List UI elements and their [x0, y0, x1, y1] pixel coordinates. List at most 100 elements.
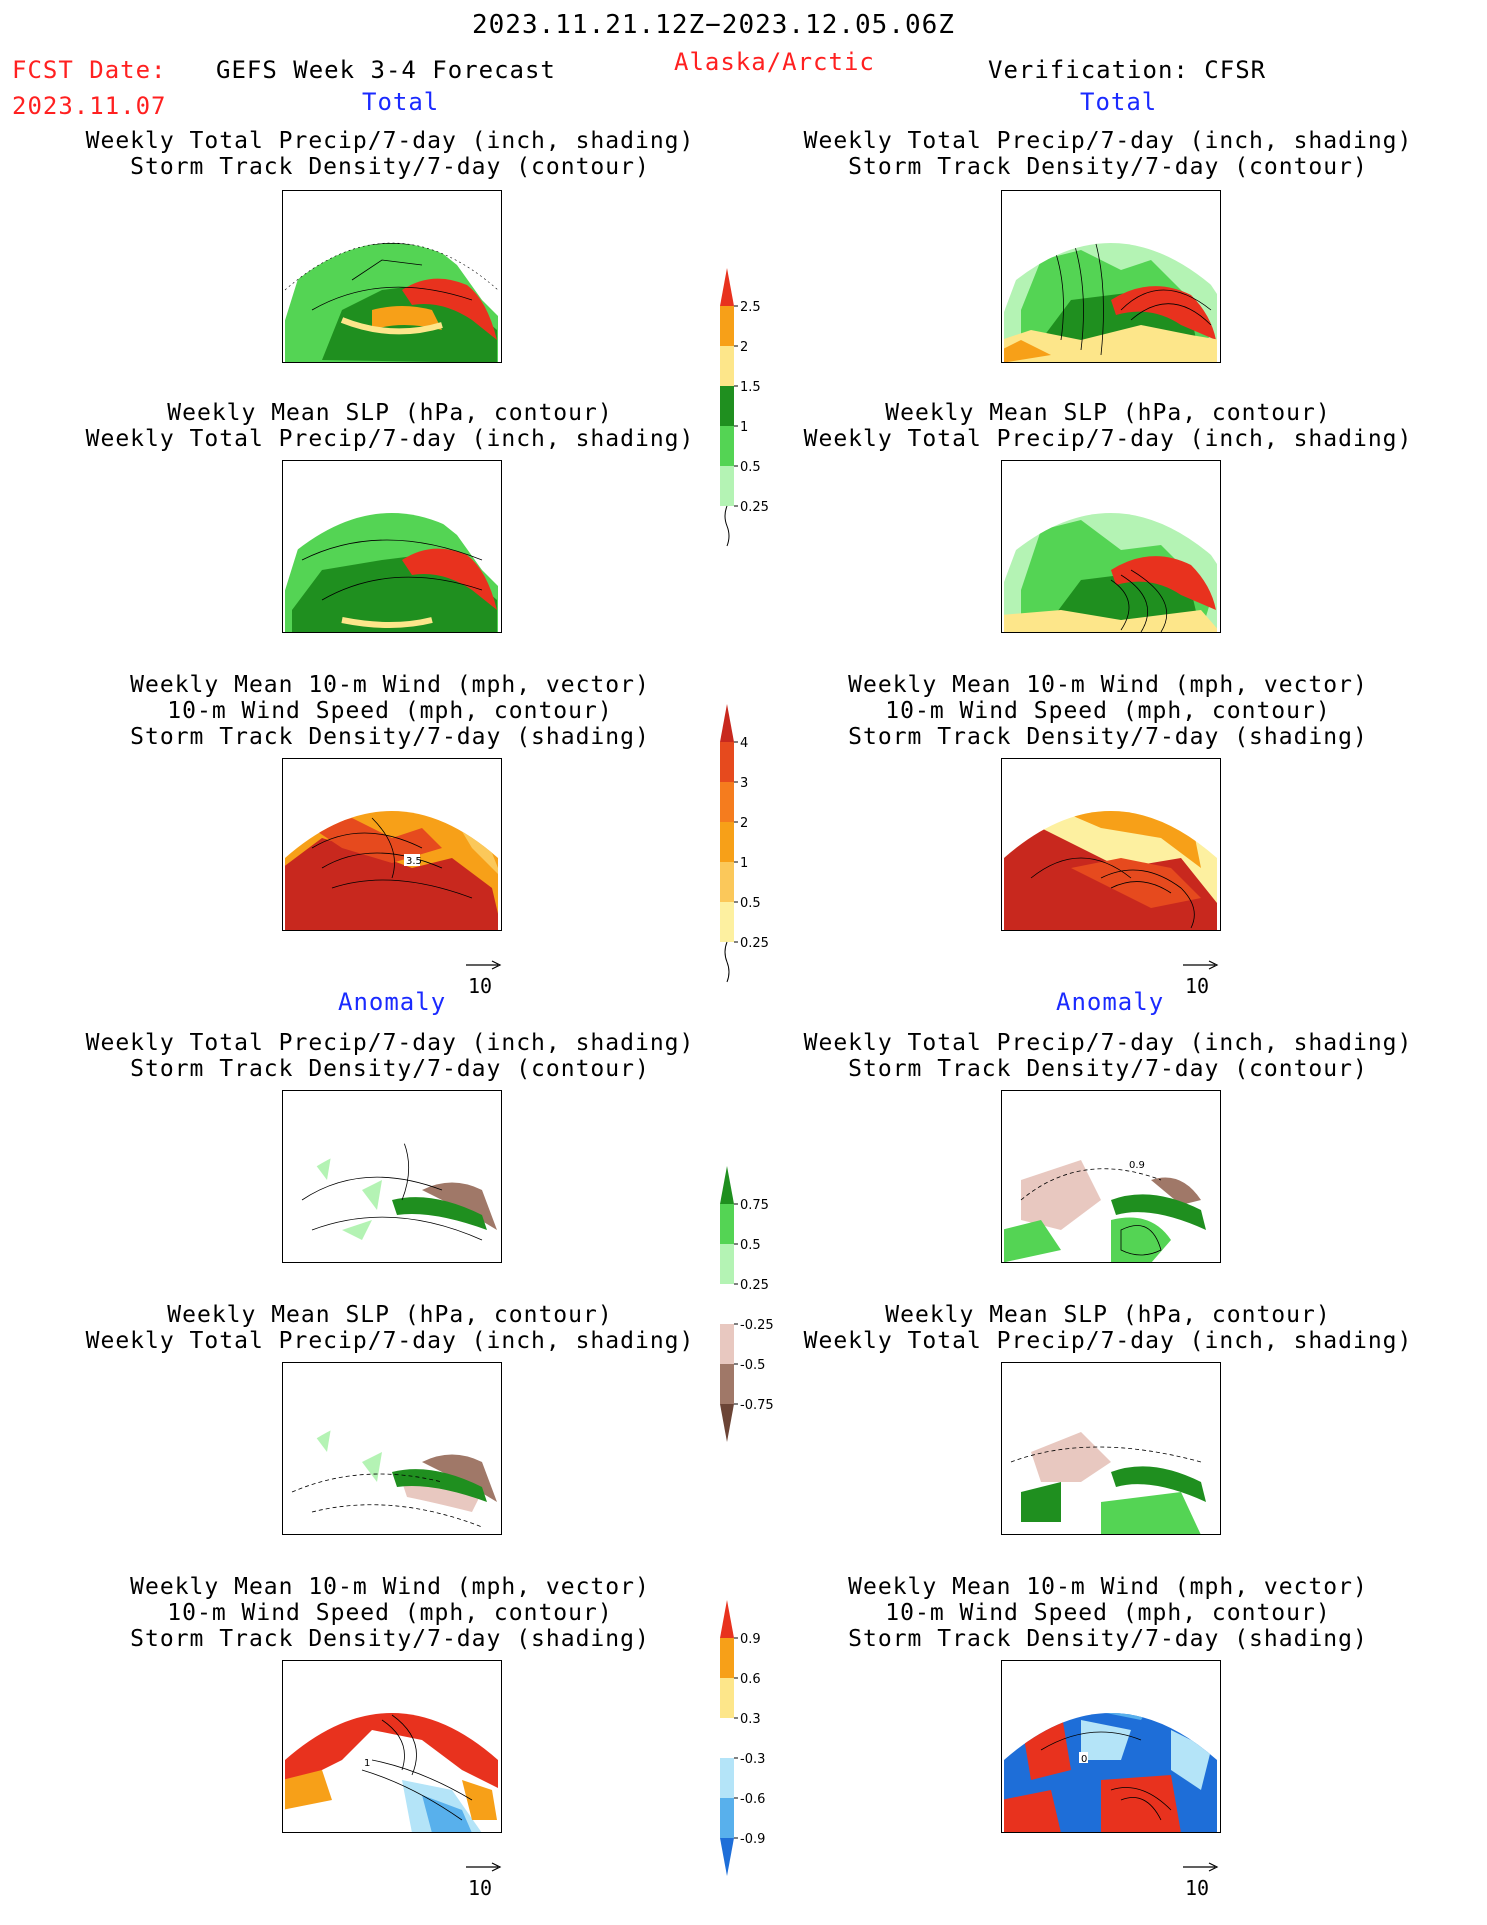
- label-0-9: 0.9: [1129, 1160, 1145, 1171]
- ref-vector-label: 10: [1185, 1876, 1210, 1900]
- section-total-right: Total: [1080, 88, 1158, 116]
- title-line: Weekly Mean SLP (hPa, contour): [167, 400, 613, 426]
- title-r1: Weekly Total Precip/7-day (inch, shading…: [748, 128, 1468, 180]
- title-r2: Weekly Mean SLP (hPa, contour) Weekly Tot…: [748, 400, 1468, 452]
- title-line: Weekly Total Precip/7-day (inch, shading…: [85, 1030, 695, 1056]
- ref-vector-label: 10: [468, 1876, 493, 1900]
- map-panel-l1: [282, 190, 502, 363]
- colorbar-swatch: [720, 822, 734, 862]
- colorbar-swatch: [720, 346, 734, 386]
- colorbar-label: -0.5: [740, 1358, 765, 1373]
- title-line: Storm Track Density/7-day (contour): [848, 1056, 1368, 1082]
- colorbar-swatch: [720, 1838, 734, 1876]
- colorbar-label: 0.9: [740, 1632, 761, 1647]
- map-panel-l2: [282, 460, 502, 633]
- title-line: 10-m Wind Speed (mph, contour): [167, 1600, 613, 1626]
- map-panel-r1: [1001, 190, 1221, 363]
- map-panel-r4: 0.9: [1001, 1090, 1221, 1263]
- title-l4: Weekly Total Precip/7-day (inch, shading…: [30, 1030, 750, 1082]
- title-l5: Weekly Mean SLP (hPa, contour) Weekly Tot…: [30, 1302, 750, 1354]
- map-panel-l5: [282, 1362, 502, 1535]
- colorbar-label: -0.3: [740, 1752, 765, 1767]
- map-panel-r3: [1001, 758, 1221, 931]
- date-range: 2023.11.21.12Z−2023.12.05.06Z: [472, 10, 955, 40]
- colorbar-label: 0.5: [740, 1238, 761, 1253]
- label-0: 0: [1081, 1754, 1087, 1765]
- title-line: Weekly Total Precip/7-day (inch, shading…: [803, 426, 1413, 452]
- title-line: Weekly Total Precip/7-day (inch, shading…: [85, 128, 695, 154]
- colorbar-swatch: [720, 1324, 734, 1364]
- colorbar-swatch: [720, 1284, 734, 1324]
- title-line: Weekly Mean 10-m Wind (mph, vector): [848, 1574, 1368, 1600]
- colorbar-swatch: [720, 1758, 734, 1798]
- arrow-icon: [1183, 960, 1219, 970]
- title-line: Storm Track Density/7-day (contour): [848, 154, 1368, 180]
- title-line: Weekly Mean 10-m Wind (mph, vector): [130, 1574, 650, 1600]
- title-line: Weekly Total Precip/7-day (inch, shading…: [803, 1030, 1413, 1056]
- title-line: Weekly Total Precip/7-day (inch, shading…: [803, 128, 1413, 154]
- section-total-left: Total: [362, 88, 440, 116]
- title-line: Storm Track Density/7-day (contour): [130, 1056, 650, 1082]
- title-line: Weekly Mean 10-m Wind (mph, vector): [130, 672, 650, 698]
- title-line: 10-m Wind Speed (mph, contour): [885, 1600, 1331, 1626]
- colorbar-swatch: [720, 1364, 734, 1404]
- colorbar-label: -0.25: [740, 1318, 774, 1333]
- ref-vector-label: 10: [1185, 974, 1210, 998]
- title-r5: Weekly Mean SLP (hPa, contour) Weekly Tot…: [748, 1302, 1468, 1354]
- map-panel-l4: [282, 1090, 502, 1263]
- colorbar-label: 2: [740, 816, 748, 831]
- colorbar-label: 0.6: [740, 1672, 761, 1687]
- map-panel-r5: [1001, 1362, 1221, 1535]
- forecast-name: GEFS Week 3-4 Forecast: [216, 56, 556, 84]
- colorbar-tail: [724, 941, 730, 983]
- colorbar-swatch: [720, 862, 734, 902]
- colorbar-label: 3: [740, 776, 748, 791]
- colorbar-cap: [720, 1166, 734, 1204]
- ref-vector-label: 10: [468, 974, 493, 998]
- fcst-date-value: 2023.11.07: [12, 92, 167, 120]
- title-line: Weekly Mean 10-m Wind (mph, vector): [848, 672, 1368, 698]
- map-panel-l6: 1: [282, 1660, 502, 1833]
- colorbar-label: 4: [740, 736, 748, 751]
- map-panel-r2: [1001, 460, 1221, 633]
- arrow-icon: [466, 960, 502, 970]
- colorbar-cap: [720, 704, 734, 742]
- colorbar-label: 0.3: [740, 1712, 761, 1727]
- title-line: Weekly Mean SLP (hPa, contour): [885, 400, 1331, 426]
- colorbar-swatch: [720, 306, 734, 346]
- section-anomaly-left: Anomaly: [338, 988, 447, 1016]
- title-line: 10-m Wind Speed (mph, contour): [167, 698, 613, 724]
- label-3-5: 3.5: [406, 856, 422, 867]
- title-line: Weekly Total Precip/7-day (inch, shading…: [85, 426, 695, 452]
- title-line: Storm Track Density/7-day (contour): [130, 154, 650, 180]
- title-r6: Weekly Mean 10-m Wind (mph, vector) 10-m …: [748, 1574, 1468, 1652]
- colorbar-swatch: [720, 1204, 734, 1244]
- title-line: Storm Track Density/7-day (shading): [130, 1626, 650, 1652]
- title-r4: Weekly Total Precip/7-day (inch, shading…: [748, 1030, 1468, 1082]
- title-line: Storm Track Density/7-day (shading): [848, 1626, 1368, 1652]
- title-line: Weekly Total Precip/7-day (inch, shading…: [803, 1328, 1413, 1354]
- title-line: Storm Track Density/7-day (shading): [848, 724, 1368, 750]
- colorbar-label: -0.9: [740, 1832, 765, 1847]
- colorbar-swatch: [720, 1678, 734, 1718]
- map-panel-l3: 3.5: [282, 758, 502, 931]
- colorbar-label: 0.5: [740, 896, 761, 911]
- title-l6: Weekly Mean 10-m Wind (mph, vector) 10-m …: [30, 1574, 750, 1652]
- colorbar-swatch: [720, 902, 734, 942]
- region-label: Alaska/Arctic: [674, 48, 875, 76]
- verification-label: Verification: CFSR: [988, 56, 1267, 84]
- title-line: 10-m Wind Speed (mph, contour): [885, 698, 1331, 724]
- title-l2: Weekly Mean SLP (hPa, contour) Weekly Tot…: [30, 400, 750, 452]
- colorbar-cap: [720, 268, 734, 306]
- colorbar-precip-anom: 0.75 0.5 0.25 -0.25 -0.5 -0.75: [720, 1166, 774, 1442]
- colorbar-swatch: [720, 386, 734, 426]
- colorbar-swatch: [720, 1638, 734, 1678]
- arrow-icon: [1183, 1862, 1219, 1872]
- colorbar-label: 0.5: [740, 460, 761, 475]
- colorbar-label: 2: [740, 340, 748, 355]
- colorbar-storm-total: 4 3 2 1 0.5 0.25: [720, 704, 769, 983]
- colorbar-label: -0.75: [740, 1398, 774, 1413]
- title-line: Weekly Total Precip/7-day (inch, shading…: [85, 1328, 695, 1354]
- colorbar-precip-total: 2.5 2 1.5 1 0.5 0.25: [720, 268, 769, 547]
- colorbar-swatch: [720, 782, 734, 822]
